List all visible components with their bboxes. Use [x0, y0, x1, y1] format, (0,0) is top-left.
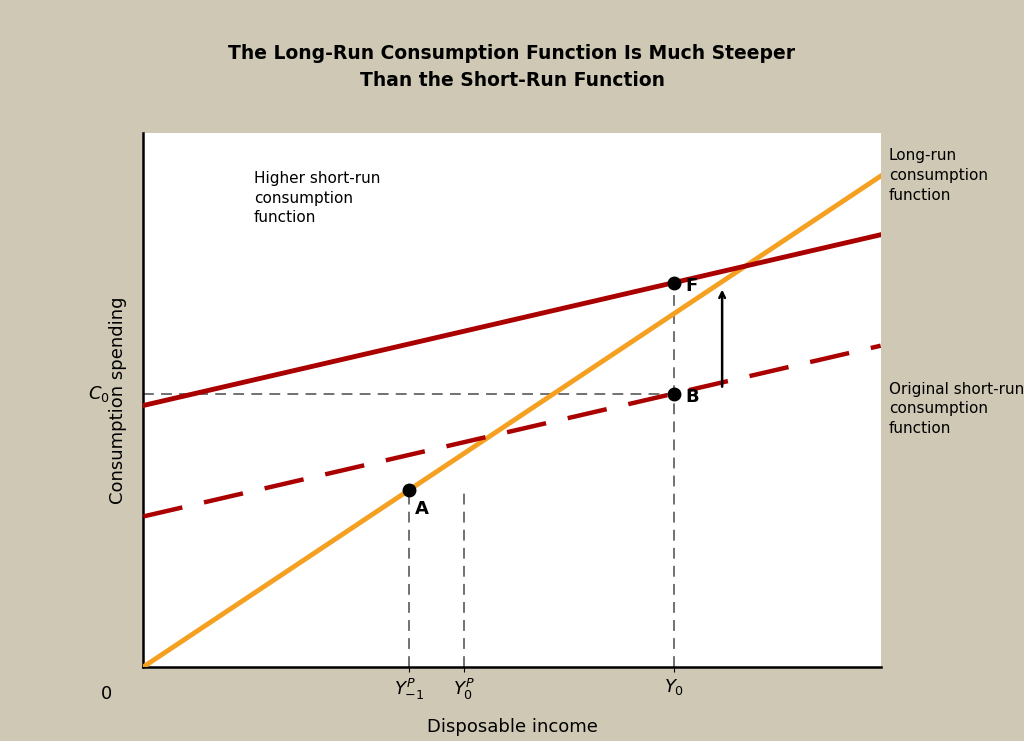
- Text: F: F: [685, 276, 697, 295]
- Text: 0: 0: [101, 685, 112, 703]
- Y-axis label: Consumption spending: Consumption spending: [109, 296, 127, 504]
- Text: $C_0$: $C_0$: [88, 384, 111, 404]
- Text: The Long-Run Consumption Function Is Much Steeper
Than the Short-Run Function: The Long-Run Consumption Function Is Muc…: [228, 44, 796, 90]
- Text: Original short-run
consumption
function: Original short-run consumption function: [889, 382, 1024, 436]
- Text: Long-run
consumption
function: Long-run consumption function: [889, 148, 988, 203]
- Text: A: A: [415, 500, 429, 518]
- X-axis label: Disposable income: Disposable income: [427, 718, 597, 737]
- Text: Higher short-run
consumption
function: Higher short-run consumption function: [254, 170, 380, 225]
- Text: B: B: [685, 388, 699, 406]
